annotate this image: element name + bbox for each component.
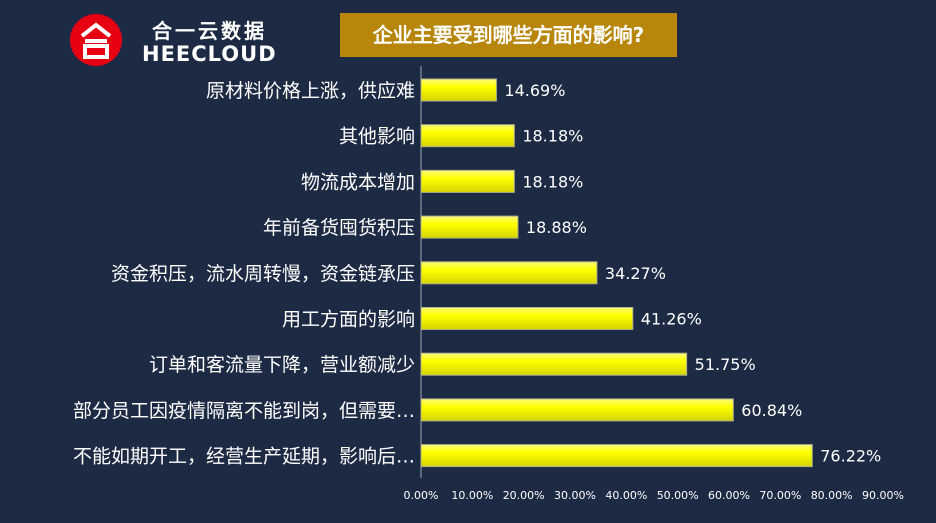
- value-label: 76.22%: [820, 447, 881, 466]
- category-label: 不能如期开工，经营生产延期，影响后…: [73, 446, 415, 468]
- value-label: 41.26%: [641, 310, 702, 329]
- value-label: 18.18%: [522, 127, 583, 146]
- logo-english-text: HEECLOUD: [142, 42, 277, 66]
- x-tick-label: 30.00%: [554, 489, 596, 502]
- value-label: 51.75%: [695, 355, 756, 374]
- bar: [420, 352, 688, 376]
- x-tick-label: 90.00%: [862, 489, 904, 502]
- category-label: 资金积压，流水周转慢，资金链承压: [111, 263, 415, 285]
- bar: [420, 169, 515, 193]
- bar: [420, 307, 634, 330]
- value-label: 60.84%: [741, 401, 802, 420]
- value-label: 18.18%: [522, 172, 583, 191]
- x-tick-label: 70.00%: [759, 489, 801, 502]
- bar: [420, 444, 813, 468]
- x-tick-label: 50.00%: [657, 489, 699, 502]
- category-label: 用工方面的影响: [282, 309, 415, 331]
- category-label: 订单和客流量下降，营业额减少: [149, 354, 415, 376]
- bar: [420, 398, 734, 422]
- logo-chinese-text: 合一云数据: [152, 19, 267, 43]
- x-tick-label: 20.00%: [503, 489, 545, 502]
- bar: [420, 215, 519, 239]
- x-tick-label: 60.00%: [708, 489, 750, 502]
- chart-title: 企业主要受到哪些方面的影响?: [340, 13, 677, 57]
- x-tick-label: 0.00%: [404, 489, 439, 502]
- x-tick-label: 40.00%: [605, 489, 647, 502]
- x-tick-label: 10.00%: [451, 489, 493, 502]
- category-label: 其他影响: [339, 126, 415, 148]
- value-label: 14.69%: [504, 81, 565, 100]
- heecloud-logo: 合一云数据 HEECLOUD: [70, 12, 280, 68]
- value-label: 18.88%: [526, 218, 587, 237]
- x-tick-label: 80.00%: [811, 489, 853, 502]
- logo-mark-icon: [70, 14, 122, 66]
- value-label: 34.27%: [605, 264, 666, 283]
- bar: [420, 261, 598, 285]
- category-label: 物流成本增加: [301, 171, 415, 193]
- bar: [420, 124, 515, 148]
- category-label: 原材料价格上涨，供应难: [206, 80, 415, 102]
- category-label: 年前备货囤货积压: [263, 217, 415, 239]
- bar: [420, 78, 497, 102]
- category-label: 部分员工因疫情隔离不能到岗，但需要…: [73, 400, 415, 422]
